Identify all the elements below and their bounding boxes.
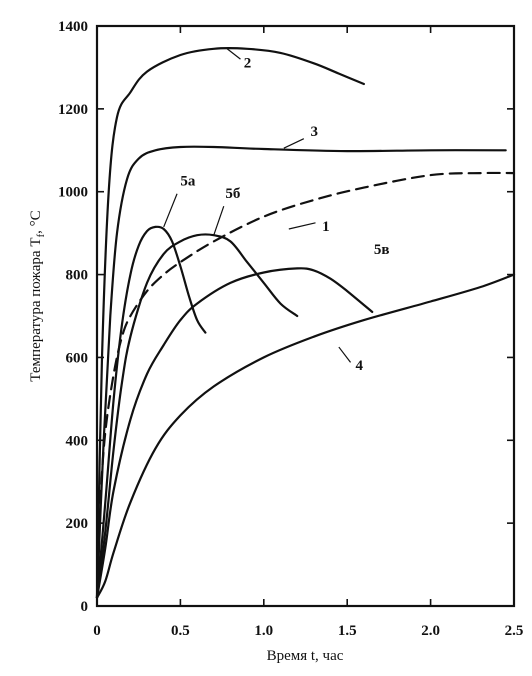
leader-line-1 (288, 222, 316, 230)
y-axis-ticks: 0 200 400 600 800 1000 1200 1400 (58, 19, 514, 615)
leader-line-3 (283, 138, 305, 149)
series-line-4 (95, 273, 516, 599)
y-tick-label: 200 (66, 516, 89, 532)
series-label-5а: 5а (180, 174, 196, 190)
y-tick-label: 600 (66, 350, 89, 366)
leader-line-4 (338, 346, 352, 363)
series-line-5в (95, 267, 374, 599)
x-tick-label: 2.0 (421, 623, 440, 639)
label-leader-lines (163, 48, 352, 363)
y-axis-title-main: Температура пожара T (28, 237, 44, 381)
series-label-1: 1 (322, 219, 330, 235)
series-label-3: 3 (311, 124, 319, 140)
x-tick-label: 1.0 (254, 623, 273, 639)
x-axis-ticks: 0 0.5 1.0 1.5 2.0 2.5 (93, 26, 523, 639)
leader-line-2 (226, 48, 241, 60)
series-line-3 (95, 145, 507, 599)
x-tick-label: 2.5 (505, 623, 524, 639)
x-tick-label: 0.5 (171, 623, 190, 639)
x-tick-label: 0 (93, 623, 101, 639)
y-tick-label: 1200 (58, 102, 88, 118)
y-axis-title-unit: , °C (28, 210, 44, 234)
series-line-5а (95, 225, 207, 599)
leader-line-5б (213, 206, 225, 236)
series-line-2 (95, 47, 365, 599)
series-line-5б (95, 233, 299, 599)
y-axis-title: Температура пожара Tf, °C (28, 210, 47, 381)
y-axis-title-subscript: f (35, 233, 47, 237)
y-tick-label: 800 (66, 268, 89, 284)
series-label-4: 4 (356, 358, 364, 374)
y-tick-label: 0 (81, 599, 89, 615)
y-tick-label: 400 (66, 433, 89, 449)
leader-line-5а (163, 193, 178, 228)
series-label-5в: 5в (374, 242, 390, 258)
series-label-2: 2 (244, 55, 252, 71)
series-labels: 1 2 3 4 5а 5б 5в (180, 55, 389, 373)
series-curves (95, 47, 516, 599)
plot-frame (95, 24, 516, 608)
series-line-1 (95, 171, 516, 599)
x-tick-label: 1.5 (338, 623, 357, 639)
y-tick-label: 1400 (58, 19, 88, 35)
series-label-5б: 5б (225, 186, 240, 202)
x-axis-title: Время t, час (267, 648, 344, 664)
y-tick-label: 1000 (58, 185, 88, 201)
